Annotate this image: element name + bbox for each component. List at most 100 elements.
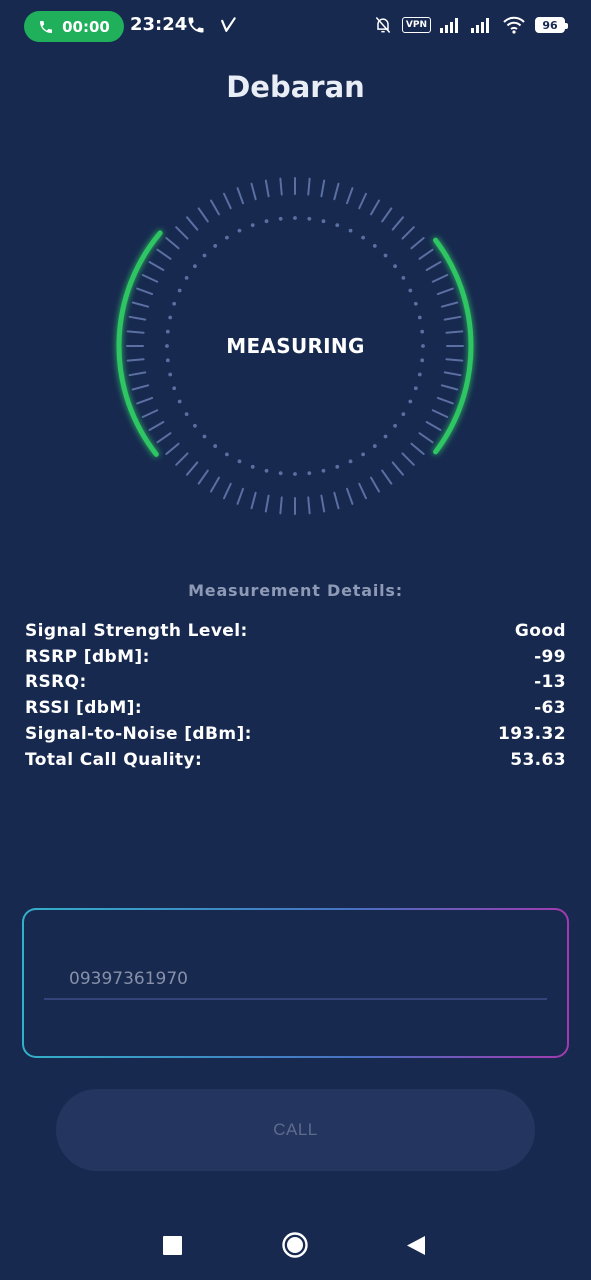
detail-label: Signal-to-Noise [dBm]: bbox=[25, 724, 252, 745]
detail-value: -63 bbox=[534, 698, 566, 719]
detail-label: RSRP [dbM]: bbox=[25, 646, 150, 667]
gauge-tick bbox=[381, 207, 393, 223]
gauge-tick bbox=[345, 187, 354, 205]
gauge-dot bbox=[278, 471, 283, 476]
gauge-dot bbox=[172, 386, 177, 391]
gauge-dot bbox=[165, 329, 170, 334]
detail-label: Total Call Quality: bbox=[25, 749, 203, 770]
gauge-tick bbox=[401, 452, 415, 466]
gauge-tick bbox=[440, 384, 459, 391]
gauge-tick bbox=[410, 237, 425, 250]
gauge-tick bbox=[236, 487, 245, 505]
gauge-dot bbox=[413, 301, 418, 306]
gauge-tick bbox=[440, 301, 459, 308]
square-icon[interactable] bbox=[163, 1236, 182, 1255]
wifi-icon bbox=[503, 16, 525, 34]
detail-label: Signal Strength Level: bbox=[25, 620, 248, 641]
gauge-tick bbox=[236, 187, 245, 205]
ongoing-call-pill[interactable]: 00:00 bbox=[24, 11, 124, 42]
detail-row-snr: Signal-to-Noise [dBm]: 193.32 bbox=[25, 721, 566, 747]
gauge-status-text: MEASURING bbox=[226, 334, 365, 358]
detail-row-rsrq: RSRQ: -13 bbox=[25, 670, 566, 696]
gauge-dot bbox=[383, 434, 388, 439]
phone-icon bbox=[188, 17, 204, 33]
phone-number-input[interactable] bbox=[44, 960, 547, 1000]
gauge-tick bbox=[425, 421, 442, 431]
gauge-tick bbox=[445, 358, 464, 362]
signal-icon bbox=[471, 18, 489, 33]
gauge-dot bbox=[264, 468, 269, 473]
gauge-dot bbox=[237, 459, 242, 464]
vpn-icon: VPN bbox=[401, 17, 431, 33]
gauge-tick bbox=[307, 177, 311, 196]
gauge-tick bbox=[175, 226, 189, 240]
gauge-tick bbox=[141, 409, 159, 418]
gauge-dot bbox=[321, 219, 326, 224]
gauge-tick bbox=[128, 315, 147, 321]
call-button[interactable]: CALL bbox=[56, 1089, 535, 1171]
gauge-tick bbox=[223, 192, 232, 210]
detail-value: 53.63 bbox=[510, 749, 566, 770]
gauge-dots bbox=[165, 216, 425, 476]
gauge-tick bbox=[156, 248, 172, 260]
gauge-dot bbox=[348, 459, 353, 464]
gauge-dot bbox=[401, 412, 406, 417]
gauge-dot bbox=[213, 244, 218, 248]
gauge-tick bbox=[210, 476, 220, 493]
back-triangle-icon[interactable] bbox=[406, 1235, 426, 1256]
gauge-dot bbox=[250, 223, 255, 228]
gauge-arc-right bbox=[433, 237, 474, 455]
gauge-tick bbox=[445, 330, 464, 334]
gauge-dot bbox=[213, 444, 218, 448]
gauge-dot bbox=[202, 434, 207, 439]
gauge-tick bbox=[370, 476, 380, 493]
gauge-dot bbox=[417, 372, 422, 377]
gauge-dot bbox=[202, 253, 207, 258]
detail-value: -99 bbox=[534, 646, 566, 667]
phone-input-card bbox=[22, 908, 569, 1058]
gauge-tick bbox=[279, 496, 283, 515]
gauge-dot bbox=[420, 329, 425, 334]
gauge-tick bbox=[443, 315, 462, 321]
gauge-tick bbox=[418, 432, 434, 444]
gauge-dot bbox=[224, 452, 229, 457]
detail-row-call-quality: Total Call Quality: 53.63 bbox=[25, 747, 566, 773]
signal-gauge bbox=[116, 177, 474, 515]
gauge-dot bbox=[184, 412, 189, 417]
gauge-tick bbox=[320, 179, 326, 198]
gauge-ticks bbox=[126, 177, 464, 515]
gauge-tick bbox=[126, 358, 145, 362]
bell-muted-icon bbox=[375, 17, 391, 33]
battery-icon: 96 bbox=[535, 17, 568, 33]
gauge-dot bbox=[293, 216, 297, 220]
gauge-dot bbox=[401, 275, 406, 280]
gauge-tick bbox=[126, 330, 145, 334]
gauge-tick bbox=[345, 487, 354, 505]
circle-icon[interactable] bbox=[281, 1231, 309, 1259]
gauge-dot bbox=[420, 358, 425, 363]
detail-value: Good bbox=[514, 620, 566, 641]
gauge-tick bbox=[307, 496, 311, 515]
gauge-dot bbox=[293, 472, 297, 476]
gauge-tick bbox=[358, 482, 367, 500]
gauge-tick bbox=[401, 226, 415, 240]
gauge-dot bbox=[361, 235, 366, 240]
gauge-tick bbox=[370, 199, 380, 216]
detail-label: RSSI [dbM]: bbox=[25, 698, 143, 719]
navigation-bar bbox=[0, 1215, 591, 1275]
gauge-tick bbox=[391, 461, 404, 476]
gauge-tick bbox=[279, 177, 283, 196]
gauge-dot bbox=[321, 468, 326, 473]
gauge-tick bbox=[425, 261, 442, 271]
gauge-dot bbox=[372, 244, 377, 248]
gauge-dot bbox=[165, 344, 169, 348]
gauge-tick bbox=[436, 287, 454, 296]
gauge-dot bbox=[417, 315, 422, 320]
detail-row-rsrp: RSRP [dbM]: -99 bbox=[25, 644, 566, 670]
gauge-tick bbox=[131, 301, 150, 308]
gauge-dot bbox=[177, 288, 182, 293]
status-time: 23:24 bbox=[130, 14, 188, 35]
gauge-dot bbox=[348, 228, 353, 233]
gauge-dot bbox=[193, 264, 197, 269]
gauge-tick bbox=[197, 469, 209, 485]
